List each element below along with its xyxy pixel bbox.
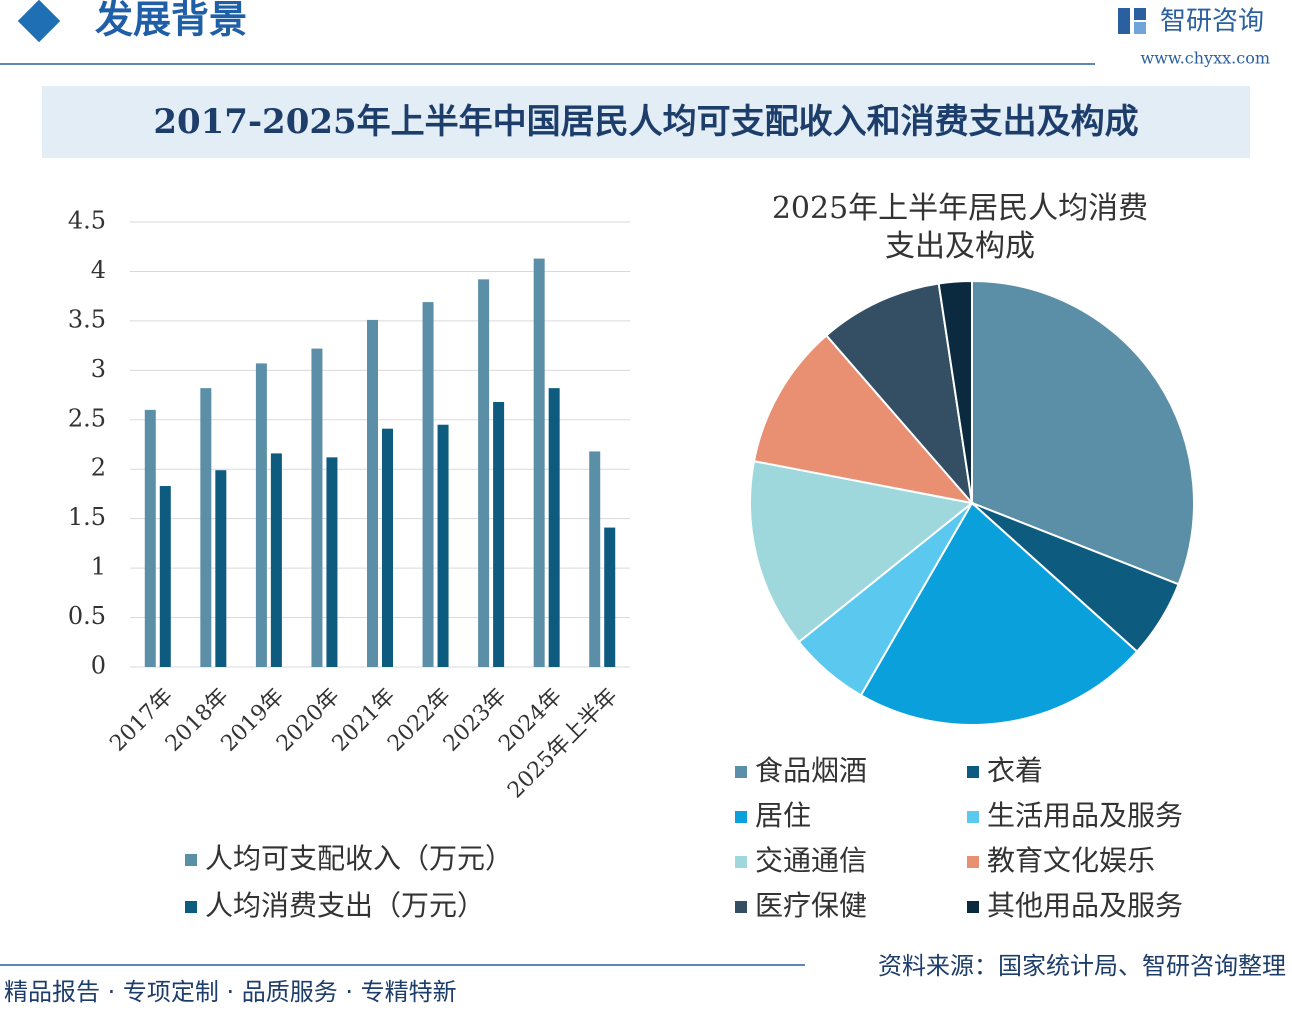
- y-tick-label: 1.5: [68, 503, 106, 531]
- pie-slice: [971, 279, 1195, 586]
- bar: [493, 401, 505, 667]
- y-tick-label: 1: [91, 553, 106, 581]
- header-title: 发展背景: [95, 0, 247, 42]
- legend-swatch: [735, 901, 747, 913]
- pie-slice: [824, 282, 974, 507]
- legend-swatch: [185, 901, 197, 913]
- pie-slice: [749, 459, 975, 644]
- legend-swatch: [735, 766, 747, 778]
- y-tick-label: 2.5: [68, 404, 106, 432]
- y-tick-label: 0: [91, 652, 106, 680]
- bar: [382, 428, 393, 667]
- y-tick-label: 4.5: [68, 207, 106, 235]
- legend-label: 人均消费支出（万元）: [205, 889, 485, 922]
- pie-title: 2025年上半年居民人均消费支出及构成: [771, 191, 1149, 264]
- bar: [159, 486, 171, 667]
- bar: [604, 527, 616, 667]
- legend-swatch: [735, 856, 747, 868]
- legend-label: 衣着: [987, 754, 1043, 787]
- legend-swatch: [185, 854, 197, 866]
- y-tick-label: 3.5: [68, 305, 106, 333]
- legend-label: 居住: [755, 799, 811, 832]
- footer-tagline: 精品报告 · 专项定制 · 品质服务 · 专精特新: [4, 978, 457, 1006]
- bar: [437, 424, 449, 667]
- legend-label: 食品烟酒: [755, 754, 867, 787]
- legend-swatch: [967, 856, 979, 868]
- bar: [589, 451, 601, 667]
- bar: [144, 409, 156, 667]
- pie-slice: [937, 279, 973, 504]
- pie-slice: [859, 501, 1139, 726]
- bar: [548, 388, 560, 667]
- bar: [367, 319, 378, 667]
- logo-url: www.chyxx.com: [1141, 49, 1270, 68]
- y-tick-label: 0.5: [68, 602, 106, 630]
- pie-slice: [752, 334, 975, 505]
- logo-text: 智研咨询: [1160, 7, 1264, 37]
- legend-swatch: [967, 811, 979, 823]
- bar: [200, 388, 212, 667]
- legend-swatch: [967, 766, 979, 778]
- header-diamond: [17, 0, 61, 43]
- bar: [326, 457, 338, 667]
- footer-source: 资料来源：国家统计局、智研咨询整理: [878, 952, 1286, 980]
- y-tick-label: 4: [91, 256, 106, 284]
- logo-icon: [1118, 8, 1146, 34]
- y-tick-label: 2: [91, 454, 106, 482]
- bar: [478, 279, 490, 667]
- bar: [533, 258, 545, 667]
- bar: [255, 363, 267, 667]
- legend-label: 其他用品及服务: [987, 889, 1183, 922]
- legend-swatch: [735, 811, 747, 823]
- bar: [215, 470, 227, 667]
- bar: [422, 302, 434, 667]
- legend-label: 教育文化娱乐: [987, 844, 1155, 877]
- banner-bg: [42, 86, 1250, 158]
- legend-label: 生活用品及服务: [987, 799, 1183, 832]
- banner-title: 2017-2025年上半年中国居民人均可支配收入和消费支出及构成: [153, 102, 1138, 142]
- legend-label: 医疗保健: [755, 889, 867, 922]
- y-tick-label: 3: [91, 355, 106, 383]
- bar: [270, 453, 282, 667]
- legend-swatch: [967, 901, 979, 913]
- legend-label: 交通通信: [755, 844, 867, 877]
- bar: [311, 348, 323, 667]
- legend-label: 人均可支配收入（万元）: [205, 842, 513, 875]
